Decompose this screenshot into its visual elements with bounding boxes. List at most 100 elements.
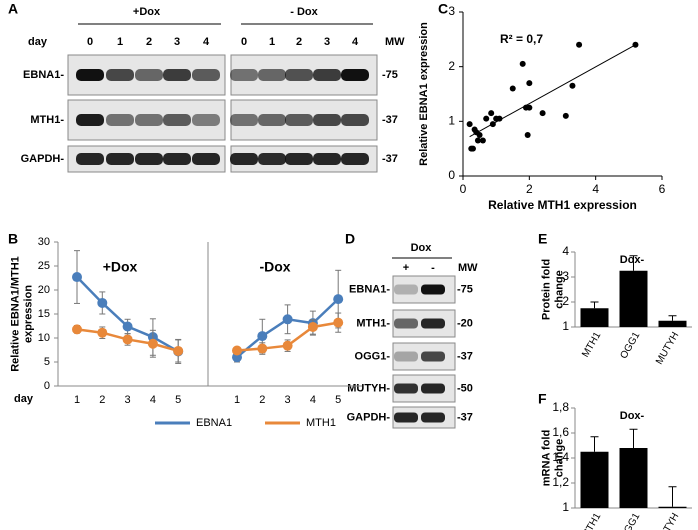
- band: [230, 153, 258, 165]
- y-tick-label: 2: [562, 294, 569, 308]
- point: [474, 137, 481, 144]
- point: [232, 345, 242, 356]
- band: [285, 114, 313, 126]
- band: [163, 114, 191, 126]
- lane-label: 2: [146, 36, 152, 48]
- chart-title: Dox-: [620, 254, 645, 266]
- y-tick-label: 0: [448, 168, 455, 182]
- point: [632, 41, 639, 48]
- point: [466, 121, 473, 128]
- band: [106, 114, 134, 126]
- y-tick-label: 15: [38, 308, 50, 320]
- row-label: EBNA1-: [23, 69, 64, 81]
- y-axis-label: expression: [22, 285, 34, 343]
- x-tick-label: 2: [99, 394, 105, 406]
- x-tick-label: MUTYH: [654, 330, 681, 366]
- point: [257, 343, 268, 354]
- point: [509, 85, 516, 92]
- panel-title: +Dox: [103, 259, 138, 275]
- lane-label: 4: [352, 36, 359, 48]
- point: [122, 334, 133, 345]
- mw-value: -37: [382, 114, 398, 126]
- lane-label: -: [431, 262, 435, 274]
- band: [421, 318, 445, 329]
- lane-label: 3: [174, 36, 180, 48]
- band: [313, 114, 341, 126]
- point: [122, 321, 133, 332]
- point: [72, 272, 82, 283]
- y-tick-label: 1,2: [552, 475, 569, 489]
- point: [489, 121, 496, 128]
- band: [230, 114, 258, 126]
- band: [285, 69, 313, 81]
- band: [135, 153, 163, 165]
- point: [496, 115, 503, 122]
- band: [230, 69, 258, 81]
- day-label: day: [28, 36, 48, 48]
- error-bar: [590, 436, 599, 452]
- point: [333, 294, 344, 305]
- point: [562, 112, 569, 119]
- band: [135, 69, 163, 81]
- group-label: - Dox: [290, 6, 318, 18]
- band: [106, 153, 134, 165]
- mw-value: -75: [457, 283, 473, 295]
- mw-value: -37: [457, 350, 473, 362]
- error-bar: [590, 301, 599, 309]
- error-bar: [629, 255, 638, 271]
- lane-label: +: [403, 262, 409, 274]
- band: [394, 412, 418, 423]
- x-tick-label: 2: [259, 394, 265, 406]
- row-label: MTH1-: [30, 114, 64, 126]
- x-tick-label: 5: [175, 394, 181, 406]
- point: [526, 104, 533, 111]
- bar: [580, 451, 609, 508]
- x-tick-label: 2: [526, 182, 533, 196]
- band: [313, 69, 341, 81]
- x-tick-label: 4: [150, 394, 156, 406]
- annotation: R² = 0,7: [500, 32, 543, 46]
- x-axis-label: Relative MTH1 expression: [488, 198, 637, 212]
- point: [526, 80, 533, 87]
- band: [341, 69, 369, 81]
- band: [76, 114, 104, 126]
- y-tick-label: 3: [562, 269, 569, 283]
- row-label: EBNA1-: [349, 283, 390, 295]
- mw-value: -37: [382, 153, 398, 165]
- band: [394, 383, 418, 394]
- point: [72, 324, 82, 335]
- y-tick-label: 0: [44, 380, 50, 392]
- x-tick-label: MUTYH: [654, 511, 681, 530]
- x-tick-label: 1: [234, 394, 240, 406]
- x-tick-label: 4: [310, 394, 316, 406]
- y-tick-label: 25: [38, 260, 50, 272]
- y-tick-label: 1: [562, 319, 569, 333]
- y-axis-label: mRNA fold: [540, 430, 552, 486]
- band: [394, 351, 418, 362]
- mw-value: -20: [457, 317, 473, 329]
- x-tick-label: MTH1: [580, 330, 603, 359]
- error-bar: [668, 486, 677, 507]
- y-axis-label: change: [553, 439, 565, 478]
- y-tick-label: 1,4: [552, 450, 569, 464]
- point: [519, 60, 526, 67]
- panel-label: C: [438, 1, 448, 17]
- band: [394, 284, 418, 295]
- bar: [580, 308, 609, 327]
- band: [313, 153, 341, 165]
- legend-label: EBNA1: [196, 417, 232, 429]
- mw-value: -37: [457, 411, 473, 423]
- point: [97, 297, 108, 308]
- panel-label: F: [538, 391, 547, 407]
- lane-label: 3: [324, 36, 330, 48]
- y-tick-label: 10: [38, 332, 50, 344]
- x-tick-label: 1: [74, 394, 80, 406]
- blot-title: Dox: [411, 242, 433, 254]
- panel-label: D: [345, 231, 355, 247]
- chart-title: Dox-: [620, 410, 645, 422]
- row-label: MTH1-: [356, 317, 390, 329]
- y-tick-label: 1: [562, 500, 569, 514]
- lane-label: 0: [87, 36, 93, 48]
